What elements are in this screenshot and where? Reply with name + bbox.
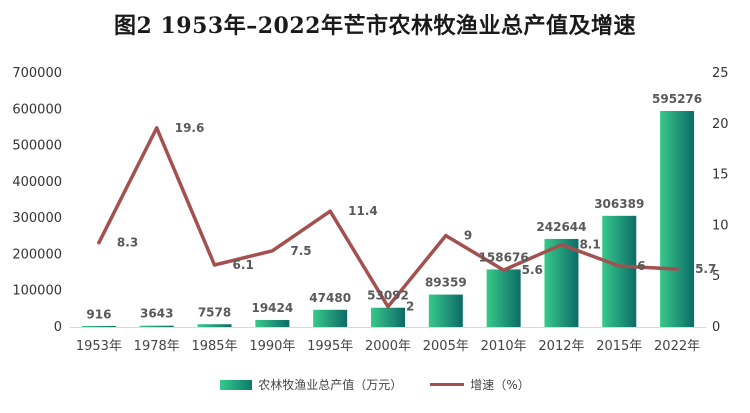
line-value-label: 19.6 <box>175 121 205 135</box>
left-axis: 0 100000 200000 300000 400000 500000 600000 700… <box>12 66 62 335</box>
legend: 农林牧渔业总产值（万元） 增速（%） <box>0 376 750 393</box>
x-tick-label: 2022年 <box>654 339 700 354</box>
line-value-label: 11.4 <box>348 204 378 218</box>
x-tick-label: 1978年 <box>134 339 180 354</box>
y-right-tick: 20 <box>712 117 729 132</box>
legend-bar-label: 农林牧渔业总产值（万元） <box>258 378 403 392</box>
bar-value-label: 595276 <box>652 92 702 106</box>
legend-bar-swatch <box>220 379 253 390</box>
bar-value-label: 89359 <box>425 276 467 290</box>
bar-value-label: 158676 <box>479 250 529 264</box>
y-left-tick: 700000 <box>12 66 62 81</box>
legend-item-line: 增速（%） <box>430 376 530 393</box>
x-tick-label: 2005年 <box>423 339 469 354</box>
bar <box>313 309 348 327</box>
x-tick-label: 2000年 <box>365 339 411 354</box>
bar-series <box>81 110 695 328</box>
y-left-tick: 500000 <box>12 139 62 154</box>
y-left-tick: 100000 <box>12 284 62 299</box>
line-point <box>502 268 506 272</box>
bar <box>602 215 637 327</box>
bar <box>371 307 405 327</box>
line-value-label: 7.5 <box>290 244 311 258</box>
bar <box>81 326 116 327</box>
x-tick-label: 2010年 <box>481 339 527 354</box>
bar-value-label: 916 <box>86 308 111 322</box>
line-value-label: 2 <box>406 300 414 314</box>
line-point <box>270 249 274 253</box>
line-point <box>212 263 217 267</box>
line-value-label: 8.1 <box>579 238 600 252</box>
x-tick-label: 1995年 <box>307 339 353 354</box>
x-tick-label: 1985年 <box>191 339 237 354</box>
bar-value-label: 242644 <box>536 220 586 234</box>
y-left-tick: 200000 <box>12 247 62 262</box>
line-value-label: 5.6 <box>522 263 543 277</box>
x-axis: 1953年 1978年 1985年 1990年 1995年 2000年 2005年 2010年… <box>70 327 706 354</box>
line-point <box>675 267 679 271</box>
x-tick-label: 2012年 <box>538 339 584 354</box>
chart-title: 图2 1953年–2022年芒市农林牧渔业总产值及增速 <box>114 13 636 39</box>
y-right-tick: 10 <box>712 218 729 233</box>
y-left-tick: 600000 <box>12 102 62 117</box>
bar-value-label: 7578 <box>198 305 231 319</box>
bar <box>255 319 290 327</box>
bar-value-label: 47480 <box>309 291 351 305</box>
line-value-label: 8.3 <box>117 236 138 250</box>
y-right-tick: 15 <box>712 168 729 183</box>
line-point <box>444 233 448 238</box>
line-point <box>155 126 159 130</box>
y-left-tick: 0 <box>54 320 62 335</box>
y-left-tick: 300000 <box>12 211 62 226</box>
line-value-label: 9 <box>464 229 472 243</box>
line-point <box>328 209 332 213</box>
x-tick-label: 1990年 <box>249 339 295 354</box>
right-axis: 0 5 10 15 20 25 <box>712 66 729 335</box>
line-series <box>97 126 679 309</box>
legend-line-label: 增速（%） <box>470 378 530 392</box>
bar <box>428 294 463 327</box>
y-left-tick: 400000 <box>12 175 62 190</box>
bar-value-label: 53092 <box>367 289 409 303</box>
bar <box>197 324 232 327</box>
data-labels: 916 3643 7578 19424 47480 53092 89359 158676 242… <box>86 92 716 322</box>
bar-value-label: 19424 <box>251 301 293 315</box>
bar <box>660 110 695 328</box>
x-tick-label: 2015年 <box>596 339 642 354</box>
line-point <box>559 243 564 247</box>
growth-line <box>97 126 679 309</box>
y-right-tick: 25 <box>712 66 729 81</box>
line-point <box>97 241 101 245</box>
y-right-tick: 5 <box>712 269 720 284</box>
bar-value-label: 306389 <box>594 197 644 211</box>
bar <box>544 238 579 327</box>
y-right-tick: 0 <box>712 320 720 335</box>
legend-item-bar: 农林牧渔业总产值（万元） <box>220 376 402 393</box>
line-point <box>386 305 390 309</box>
bar <box>139 325 174 327</box>
legend-line-swatch <box>430 383 465 386</box>
line-value-label: 5.7 <box>695 262 716 276</box>
bar <box>486 269 521 327</box>
x-tick-label: 1953年 <box>76 339 122 354</box>
line-value-label: 6.1 <box>233 258 254 272</box>
line-value-label: 6 <box>637 259 645 273</box>
bar-value-label: 3643 <box>140 307 173 321</box>
line-point <box>617 264 621 268</box>
